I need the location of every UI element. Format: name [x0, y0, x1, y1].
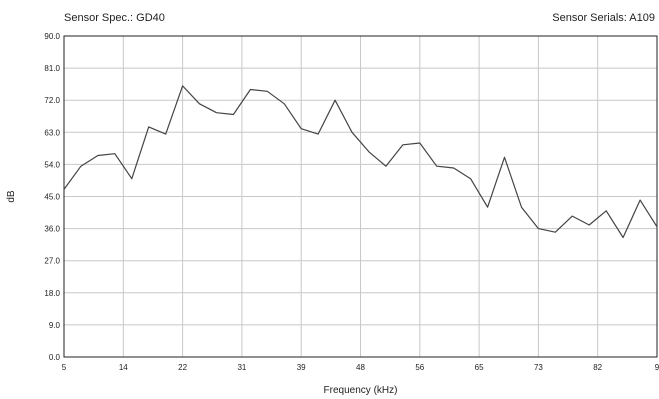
- x-tick-label: 73: [534, 363, 543, 372]
- y-tick-label: 9.0: [49, 321, 61, 330]
- y-axis-label: dB: [6, 190, 17, 203]
- y-tick-label: 72.0: [44, 96, 60, 105]
- x-tick-label: 14: [119, 363, 128, 372]
- x-tick-label: 65: [475, 363, 484, 372]
- x-tick-label: 31: [237, 363, 246, 372]
- x-tick-label: 9: [655, 363, 659, 372]
- y-tick-label: 63.0: [44, 128, 60, 137]
- y-tick-label: 54.0: [44, 160, 60, 169]
- x-tick-label: 48: [356, 363, 365, 372]
- y-tick-label: 18.0: [44, 289, 60, 298]
- x-tick-label: 39: [297, 363, 306, 372]
- series-layer: [63, 85, 658, 239]
- x-axis-label: Frequency (kHz): [324, 385, 398, 396]
- y-tick-label: 27.0: [44, 257, 60, 266]
- x-tick-label: 82: [593, 363, 602, 372]
- y-tick-label: 45.0: [44, 193, 60, 202]
- x-axis-ticks: 5 14 22 31 39 48 56 65 73 82 9: [62, 363, 659, 372]
- grid: [63, 35, 658, 358]
- plot-area: [63, 35, 658, 358]
- x-tick-label: 22: [178, 363, 187, 372]
- x-tick-label: 56: [415, 363, 424, 372]
- y-tick-label: 90.0: [44, 32, 60, 41]
- y-tick-label: 81.0: [44, 64, 60, 73]
- y-axis-ticks: 0.0 9.0 18.0 27.0 36.0 45.0 54.0 63.0 72.0 81.0 90…: [44, 32, 60, 362]
- y-tick-label: 36.0: [44, 225, 60, 234]
- y-tick-label: 0.0: [49, 353, 61, 362]
- series-line: [63, 85, 658, 239]
- x-tick-label: 5: [62, 363, 67, 372]
- sensor-spec-label: Sensor Spec.: GD40: [64, 12, 165, 24]
- sensor-serials-label: Sensor Serials: A109: [552, 12, 655, 24]
